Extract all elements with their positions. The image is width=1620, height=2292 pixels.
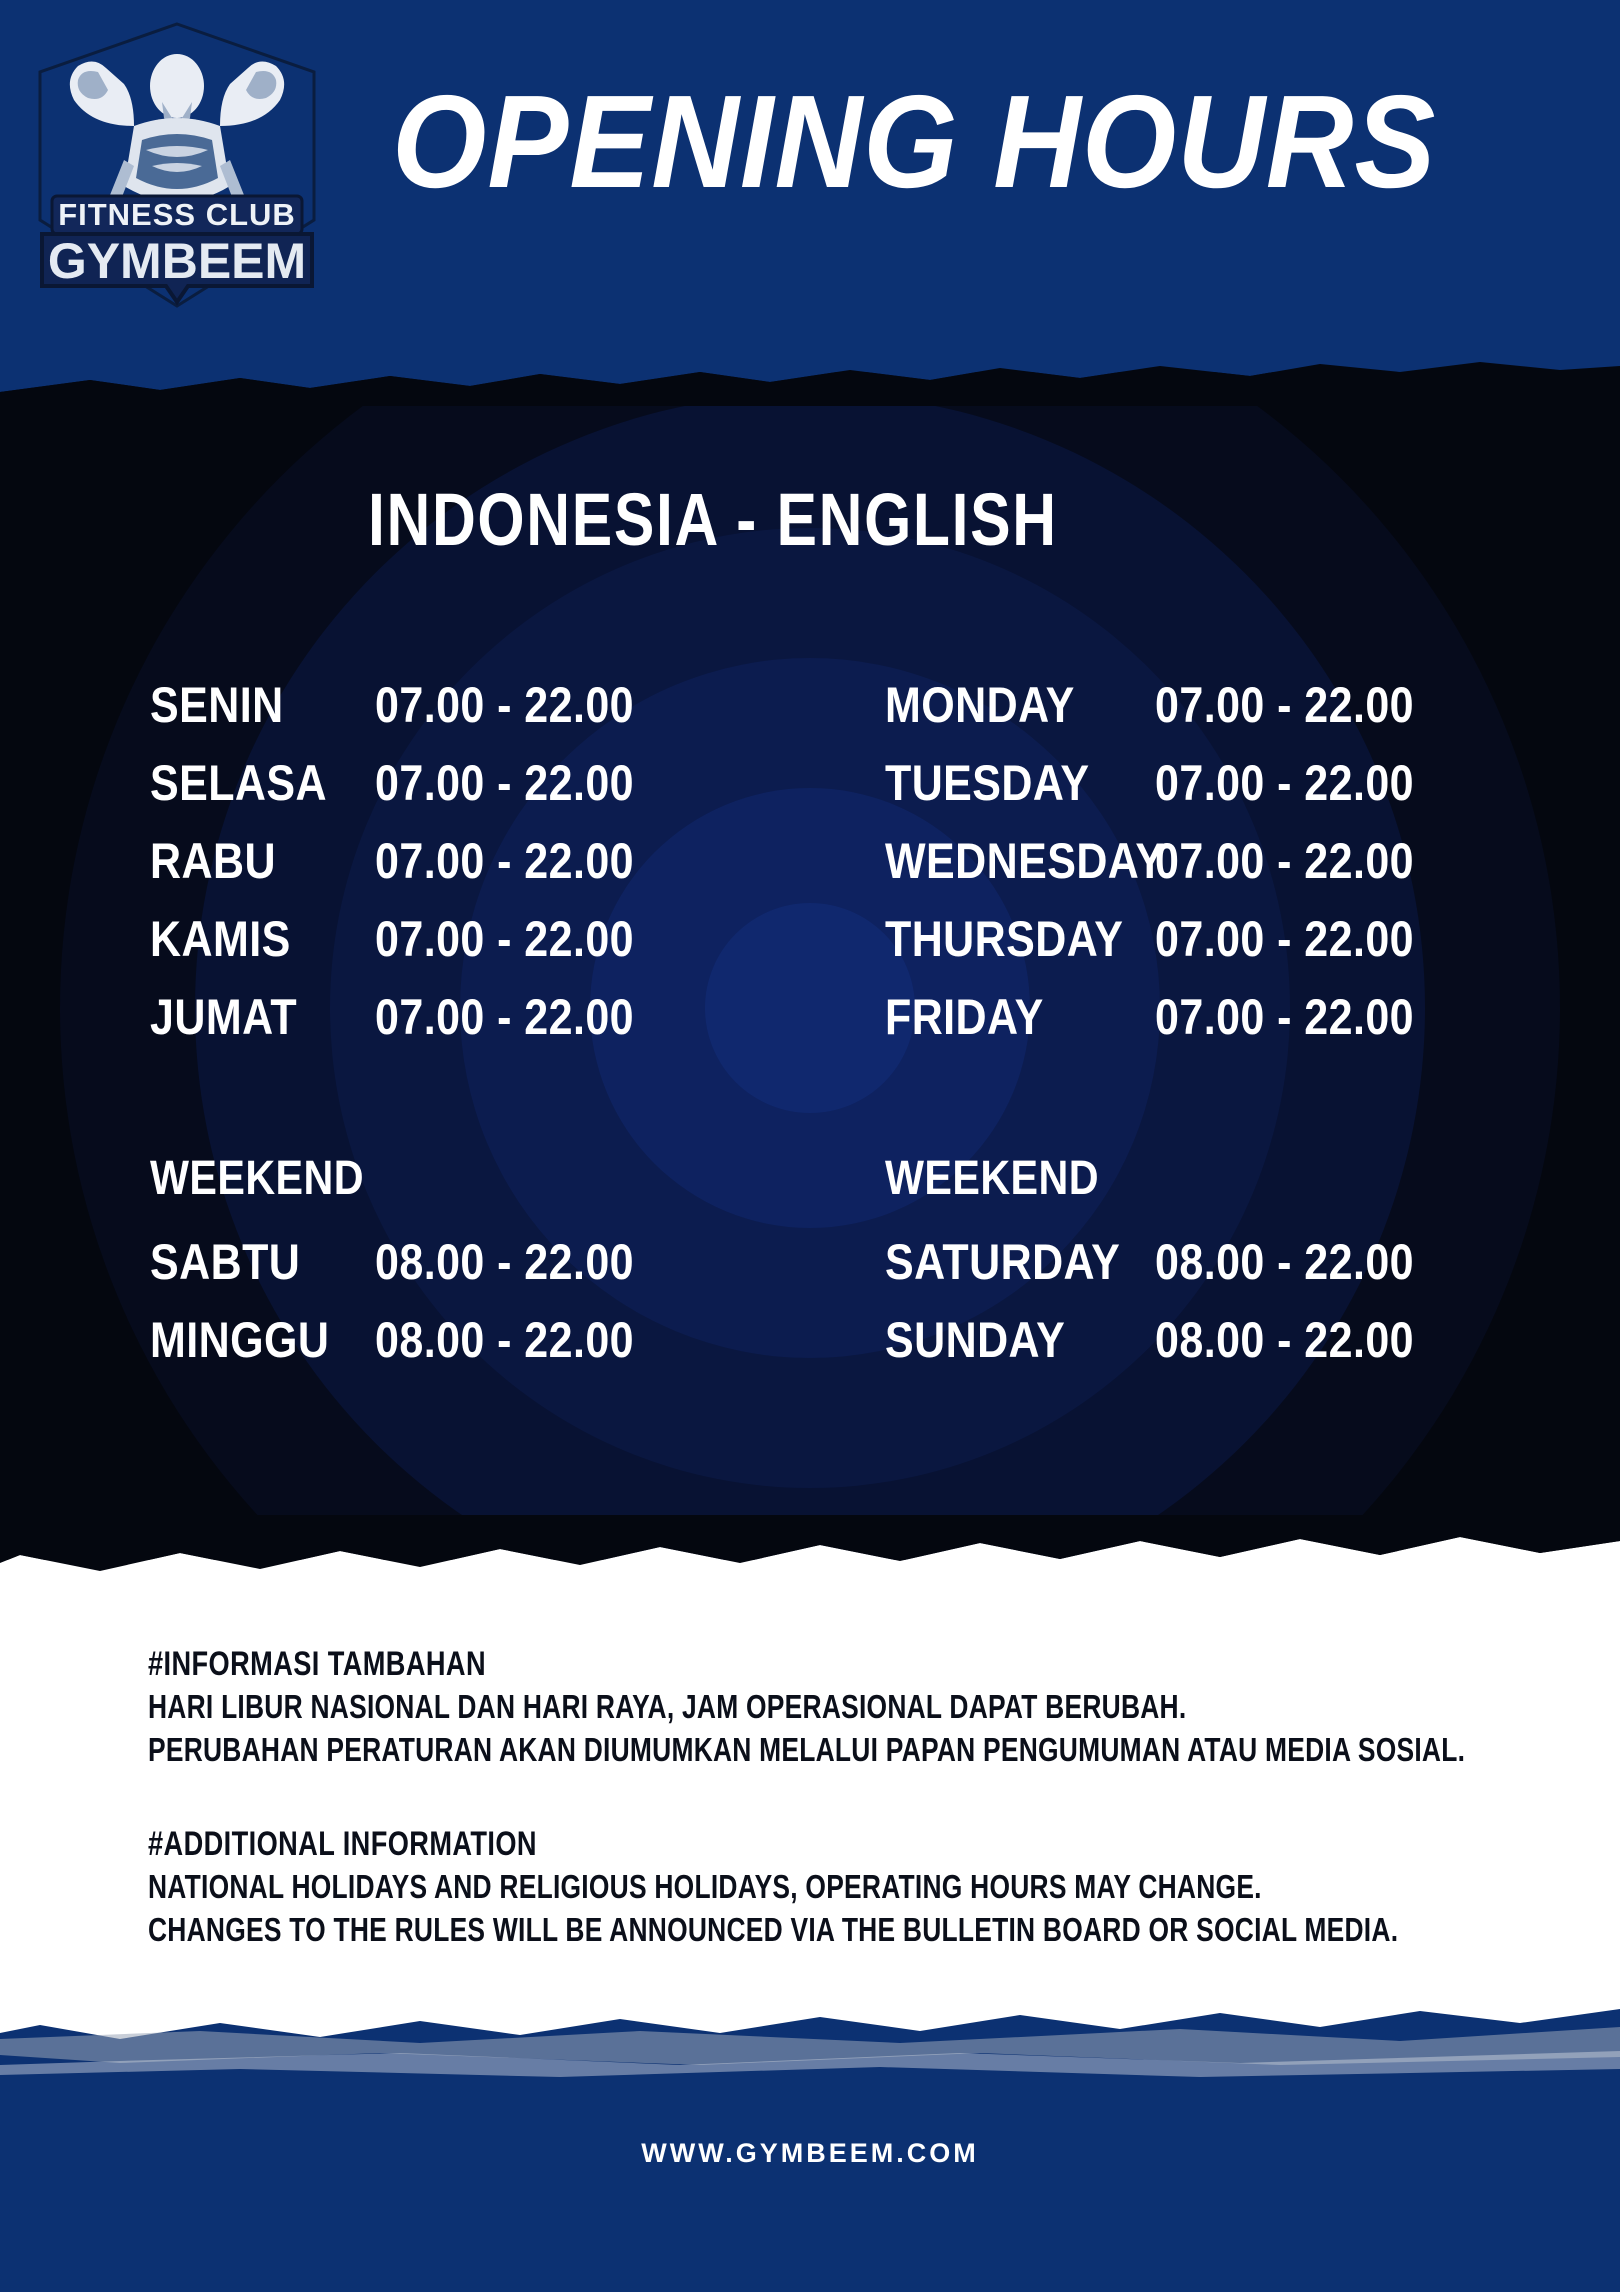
day-label: WEDNESDAY (885, 833, 1165, 889)
day-hours: 07.00 - 22.00 (375, 833, 635, 889)
day-hours: 08.00 - 22.00 (1155, 1312, 1415, 1368)
day-hours: 08.00 - 22.00 (375, 1312, 635, 1368)
table-row: SABTU 08.00 - 22.00 (150, 1237, 705, 1287)
language-subtitle: INDONESIA - ENGLISH (368, 478, 1058, 561)
day-hours: 08.00 - 22.00 (375, 1234, 635, 1290)
info-panel-top-torn-edge (0, 1515, 1620, 1595)
bodybuilder-icon (69, 54, 285, 202)
weekend-label: WEEKEND (885, 1152, 1100, 1205)
table-row: SUNDAY 08.00 - 22.00 (885, 1315, 1485, 1365)
weekend-heading-row: WEEKEND (885, 1155, 1134, 1203)
table-row: SATURDAY 08.00 - 22.00 (885, 1237, 1485, 1287)
info-block-english: #ADDITIONAL INFORMATION NATIONAL HOLIDAY… (148, 1822, 1620, 1952)
day-label: TUESDAY (885, 755, 1090, 811)
day-hours: 07.00 - 22.00 (1155, 911, 1415, 967)
day-hours: 07.00 - 22.00 (1155, 677, 1415, 733)
info-panel (0, 1560, 1620, 2040)
day-label: SELASA (150, 755, 327, 811)
day-hours: 07.00 - 22.00 (375, 677, 635, 733)
day-label: JUMAT (150, 989, 298, 1045)
info-line-indonesian-1: HARI LIBUR NASIONAL DAN HARI RAYA, JAM O… (148, 1688, 1187, 1726)
info-heading-indonesian: #INFORMASI TAMBAHAN (148, 1645, 487, 1683)
header-torn-edge (0, 336, 1620, 406)
table-row: FRIDAY 07.00 - 22.00 (885, 992, 1485, 1042)
day-label: FRIDAY (885, 989, 1044, 1045)
table-row: MINGGU 08.00 - 22.00 (150, 1315, 705, 1365)
day-label: SUNDAY (885, 1312, 1066, 1368)
logo-line2: GYMBEEM (48, 233, 306, 289)
day-label: THURSDAY (885, 911, 1124, 967)
weekend-label: WEEKEND (150, 1152, 365, 1205)
info-line-english-2: CHANGES TO THE RULES WILL BE ANNOUNCED V… (148, 1911, 1399, 1949)
day-hours: 08.00 - 22.00 (1155, 1234, 1415, 1290)
day-label: MONDAY (885, 677, 1075, 733)
table-row: THURSDAY 07.00 - 22.00 (885, 914, 1485, 964)
info-line-english-1: NATIONAL HOLIDAYS AND RELIGIOUS HOLIDAYS… (148, 1868, 1262, 1906)
table-row: WEDNESDAY 07.00 - 22.00 (885, 836, 1485, 886)
table-row: SELASA 07.00 - 22.00 (150, 758, 705, 808)
day-hours: 07.00 - 22.00 (1155, 833, 1415, 889)
gymbeem-logo: FITNESS CLUB GYMBEEM (38, 22, 316, 308)
table-row: RABU 07.00 - 22.00 (150, 836, 705, 886)
day-label: SABTU (150, 1234, 301, 1290)
day-hours: 07.00 - 22.00 (375, 755, 635, 811)
table-row: JUMAT 07.00 - 22.00 (150, 992, 705, 1042)
day-hours: 07.00 - 22.00 (375, 989, 635, 1045)
day-label: SENIN (150, 677, 284, 733)
info-panel-bottom-torn-edge (0, 1965, 1620, 2085)
weekend-heading-row: WEEKEND (150, 1155, 399, 1203)
table-row: MONDAY 07.00 - 22.00 (885, 680, 1485, 730)
day-label: KAMIS (150, 911, 291, 967)
day-label: RABU (150, 833, 276, 889)
background-ring-6 (705, 903, 915, 1113)
logo-line1: FITNESS CLUB (58, 197, 296, 232)
dark-background (0, 360, 1620, 1560)
website-url[interactable]: WWW.GYMBEEM.COM (641, 2138, 979, 2168)
day-label: MINGGU (150, 1312, 330, 1368)
table-row: TUESDAY 07.00 - 22.00 (885, 758, 1485, 808)
table-row: SENIN 07.00 - 22.00 (150, 680, 705, 730)
day-hours: 07.00 - 22.00 (375, 911, 635, 967)
info-block-indonesian: #INFORMASI TAMBAHAN HARI LIBUR NASIONAL … (148, 1642, 1620, 1772)
info-heading-english: #ADDITIONAL INFORMATION (148, 1825, 537, 1863)
day-hours: 07.00 - 22.00 (1155, 755, 1415, 811)
day-hours: 07.00 - 22.00 (1155, 989, 1415, 1045)
info-line-indonesian-2: PERUBAHAN PERATURAN AKAN DIUMUMKAN MELAL… (148, 1731, 1466, 1769)
table-row: KAMIS 07.00 - 22.00 (150, 914, 705, 964)
day-label: SATURDAY (885, 1234, 1121, 1290)
page-title: OPENING HOURS (392, 68, 1437, 215)
